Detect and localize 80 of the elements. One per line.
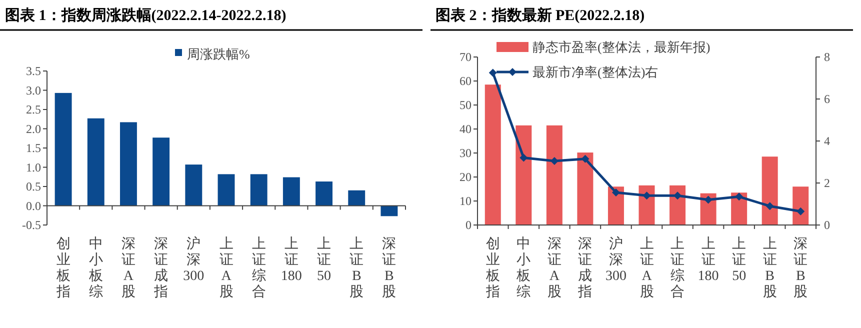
bar bbox=[250, 174, 268, 206]
x-tick-label: 沪深300 bbox=[183, 236, 204, 284]
y-tick-label: 3.0 bbox=[26, 83, 41, 98]
x-tick-label: 上证B股 bbox=[350, 236, 364, 300]
chart-title: 图表 1：指数周涨跌幅(2022.2.14-2022.2.18) bbox=[5, 7, 286, 24]
x-tick-label: 沪深300 bbox=[605, 236, 626, 284]
x-tick-label: 上证180 bbox=[280, 236, 302, 284]
y-tick-label: 0 bbox=[466, 218, 472, 232]
x-tick-label: 深证A股 bbox=[121, 236, 136, 300]
y-tick-label: 70 bbox=[460, 50, 472, 64]
bar bbox=[282, 177, 300, 206]
legend-label: 静态市盈率(整体法，最新年报) bbox=[532, 40, 710, 55]
y2-tick-label: 2 bbox=[824, 176, 830, 190]
x-tick-label: 深证A股 bbox=[547, 236, 562, 300]
bar bbox=[218, 174, 235, 206]
bar bbox=[516, 125, 532, 225]
y2-tick-label: 6 bbox=[824, 92, 830, 106]
x-tick-label: 上证综合 bbox=[252, 236, 266, 300]
legend-label: 最新市净率(整体法)右 bbox=[532, 64, 658, 80]
y-tick-label: 50 bbox=[460, 98, 472, 112]
point bbox=[796, 207, 805, 216]
legend-label: 周涨跌幅% bbox=[187, 46, 250, 62]
bar bbox=[762, 156, 778, 225]
bar bbox=[577, 152, 594, 225]
x-tick-label: 中小板综 bbox=[88, 236, 103, 300]
point bbox=[520, 154, 528, 162]
x-tick-label: 上证50 bbox=[317, 236, 332, 284]
point bbox=[581, 154, 590, 163]
bar bbox=[546, 125, 562, 225]
point bbox=[488, 68, 497, 77]
bar bbox=[608, 186, 624, 225]
bar bbox=[87, 118, 104, 206]
y-tick-label: 0.5 bbox=[26, 180, 41, 194]
point bbox=[642, 192, 651, 200]
x-tick-label: 上证A股 bbox=[219, 236, 234, 300]
y-tick-label: 3.5 bbox=[26, 64, 41, 78]
y-tick-label: 20 bbox=[460, 170, 472, 184]
x-tick-label: 深证B股 bbox=[382, 236, 396, 300]
x-tick-label: 创业板指 bbox=[55, 236, 70, 300]
y-tick-label: 1.0 bbox=[26, 160, 41, 174]
y-tick-label: 40 bbox=[460, 122, 472, 136]
x-tick-label: 中小板综 bbox=[516, 236, 531, 300]
point bbox=[735, 192, 744, 201]
y-tick-label: 2.0 bbox=[26, 122, 41, 136]
bar bbox=[316, 181, 332, 206]
y2-tick-label: 4 bbox=[824, 134, 830, 148]
y-tick-label: -0.5 bbox=[22, 218, 41, 232]
x-tick-label: 深证B股 bbox=[794, 236, 808, 300]
y-tick-label: 60 bbox=[460, 74, 472, 88]
y-tick-label: 0.0 bbox=[26, 198, 41, 213]
bar bbox=[54, 92, 72, 206]
y2-tick-label: 0 bbox=[824, 218, 830, 232]
bar bbox=[380, 206, 398, 216]
bar bbox=[152, 138, 170, 206]
bar bbox=[484, 84, 501, 225]
bar bbox=[670, 185, 686, 225]
x-tick-label: 上证综合 bbox=[670, 236, 685, 300]
chart-title: 图表 2：指数最新 PE(2022.2.18) bbox=[436, 6, 645, 24]
x-tick-label: 上证A股 bbox=[640, 236, 654, 300]
bar bbox=[185, 164, 202, 206]
x-tick-label: 上证50 bbox=[732, 236, 746, 284]
x-tick-label: 上证180 bbox=[698, 236, 719, 284]
point bbox=[550, 156, 558, 165]
x-tick-label: 深证成指 bbox=[577, 236, 592, 300]
y-tick-label: 2.5 bbox=[26, 102, 41, 117]
bar bbox=[792, 186, 809, 225]
point bbox=[766, 202, 774, 210]
point bbox=[674, 192, 682, 200]
y-tick-label: 30 bbox=[460, 146, 472, 160]
point bbox=[612, 188, 620, 196]
x-tick-label: 创业板指 bbox=[484, 236, 500, 300]
y-tick-label: 10 bbox=[460, 194, 472, 208]
y-tick-label: 1.5 bbox=[26, 141, 41, 156]
point bbox=[704, 196, 712, 204]
y2-tick-label: 8 bbox=[824, 50, 830, 64]
bar bbox=[638, 185, 655, 225]
bar bbox=[120, 122, 137, 206]
x-tick-label: 上证B股 bbox=[762, 236, 777, 300]
bar bbox=[348, 190, 366, 206]
x-tick-label: 深证成指 bbox=[153, 236, 168, 300]
